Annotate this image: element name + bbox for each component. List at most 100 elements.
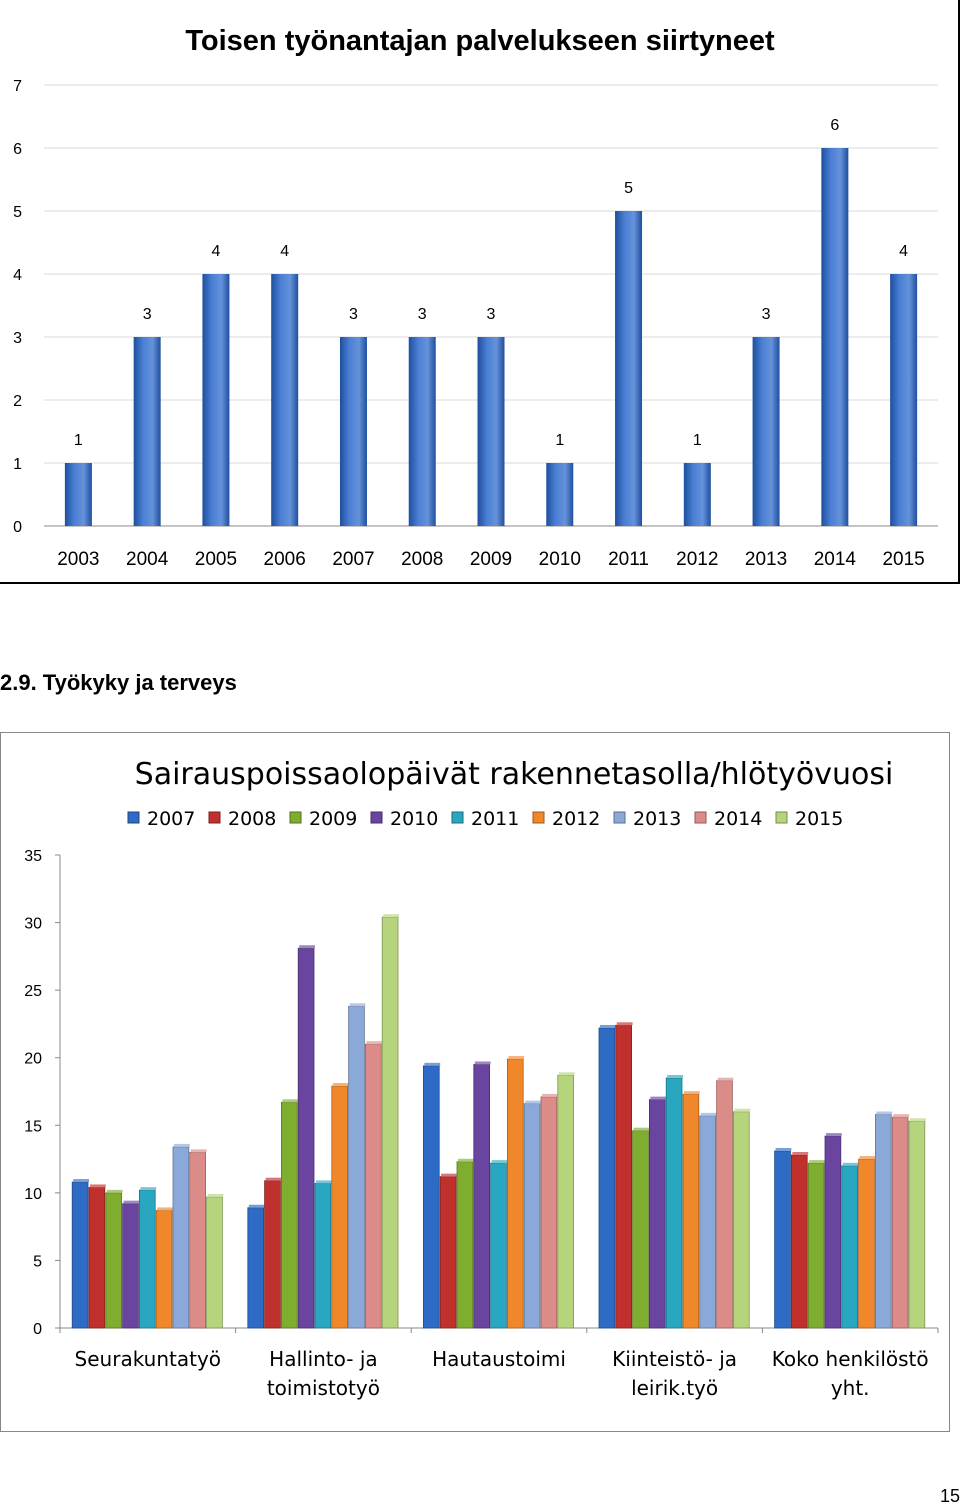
bar-top — [265, 1177, 282, 1181]
bar — [649, 1099, 666, 1329]
bar-top — [508, 1056, 525, 1060]
bar — [206, 1196, 223, 1329]
x-category-label: Kiinteistö- ja leirik.työ — [612, 1347, 737, 1400]
x-category-label: Hautaustoimi — [432, 1347, 566, 1371]
bar-top — [140, 1187, 157, 1191]
bar — [733, 1111, 750, 1329]
bar — [791, 1154, 808, 1329]
bar — [105, 1192, 123, 1329]
bar — [490, 1162, 507, 1329]
bar-top — [826, 1133, 842, 1137]
data-label: 3 — [143, 306, 152, 323]
x-tick-label: 2004 — [126, 549, 169, 570]
bar — [122, 1203, 139, 1329]
bar — [138, 1189, 156, 1329]
legend-label: 2007 — [147, 808, 195, 830]
bar — [202, 274, 230, 526]
x-category-label-line: leirik.työ — [631, 1376, 718, 1400]
data-label: 3 — [487, 306, 496, 323]
bar — [699, 1115, 716, 1329]
data-label: 1 — [693, 432, 702, 449]
bar-top — [809, 1160, 825, 1164]
x-tick-label: 2003 — [57, 549, 99, 570]
bar-top — [859, 1156, 876, 1160]
data-label: 4 — [899, 243, 908, 260]
bar — [752, 337, 780, 526]
data-label: 4 — [280, 243, 289, 260]
bar-top — [558, 1072, 575, 1076]
bar-top — [157, 1207, 173, 1211]
x-tick-label: 2010 — [539, 549, 581, 570]
bar — [339, 337, 367, 526]
legend-label: 2015 — [795, 808, 843, 830]
bar — [807, 1162, 825, 1329]
data-label: 1 — [555, 432, 564, 449]
y-tick-label: 1 — [13, 456, 22, 473]
bar — [615, 211, 643, 526]
data-label: 3 — [349, 306, 358, 323]
y-tick-label: 5 — [13, 204, 22, 221]
bar-top — [667, 1074, 683, 1078]
bar-top — [734, 1108, 751, 1112]
legend-item: 2007 — [127, 808, 195, 830]
bar-top — [441, 1173, 457, 1177]
bar-top — [207, 1193, 224, 1197]
bar — [422, 1065, 440, 1329]
bar — [858, 1158, 875, 1329]
bar — [716, 1080, 733, 1329]
x-tick-label: 2005 — [195, 549, 237, 570]
bar-top — [106, 1189, 123, 1193]
x-category-label-line: Seurakuntatyö — [75, 1347, 221, 1371]
legend-label: 2010 — [390, 808, 438, 830]
x-tick-label: 2008 — [401, 549, 443, 570]
bar — [247, 1207, 265, 1329]
bar-top — [650, 1096, 667, 1100]
x-tick-label: 2009 — [470, 549, 512, 570]
bar — [297, 947, 315, 1329]
legend-swatch — [532, 811, 545, 824]
data-label: 4 — [211, 243, 220, 260]
chart-2: Sairauspoissaolopäivät rakennetasolla/hl… — [24, 757, 939, 1400]
x-tick-label: 2006 — [264, 549, 306, 570]
bar — [665, 1077, 683, 1329]
bar — [439, 1176, 457, 1329]
bar-top — [366, 1041, 383, 1045]
y-tick-label: 4 — [13, 267, 22, 284]
legend-label: 2013 — [633, 808, 681, 830]
bar-top — [383, 914, 399, 918]
bar-top — [792, 1152, 809, 1156]
bar-top — [600, 1024, 616, 1028]
y-tick-label: 0 — [33, 1321, 42, 1338]
bar — [891, 1116, 909, 1329]
bar-top — [491, 1160, 508, 1164]
bar — [88, 1187, 106, 1329]
bar — [477, 337, 505, 526]
legend-label: 2014 — [714, 808, 762, 830]
legend-swatch — [694, 811, 707, 824]
data-label: 5 — [624, 180, 633, 197]
x-tick-label: 2007 — [332, 549, 374, 570]
bar-top — [332, 1083, 349, 1087]
legend-label: 2012 — [552, 808, 600, 830]
bar — [155, 1210, 173, 1329]
legend-swatch — [127, 811, 140, 824]
bar-top — [282, 1099, 299, 1103]
legend-item: 2015 — [775, 808, 843, 830]
chart-2-title: Sairauspoissaolopäivät rakennetasolla/hl… — [135, 757, 894, 792]
y-tick-label: 0 — [13, 519, 22, 536]
bar-top — [174, 1143, 190, 1147]
chart-1-title: Toisen työnantajan palvelukseen siirtyne… — [185, 25, 775, 57]
x-category-label: Hallinto- ja toimistotyö — [267, 1347, 380, 1400]
bar-top — [542, 1093, 558, 1097]
y-tick-label: 3 — [13, 330, 22, 347]
bar-top — [876, 1111, 893, 1115]
bar — [133, 337, 161, 526]
bar — [271, 274, 299, 526]
legend-swatch — [289, 811, 302, 824]
bar — [774, 1150, 791, 1329]
legend-item: 2010 — [370, 808, 438, 830]
y-tick-label: 15 — [24, 1118, 42, 1135]
x-tick-label: 2012 — [676, 549, 718, 570]
bar — [890, 274, 918, 526]
legend-swatch — [208, 811, 221, 824]
